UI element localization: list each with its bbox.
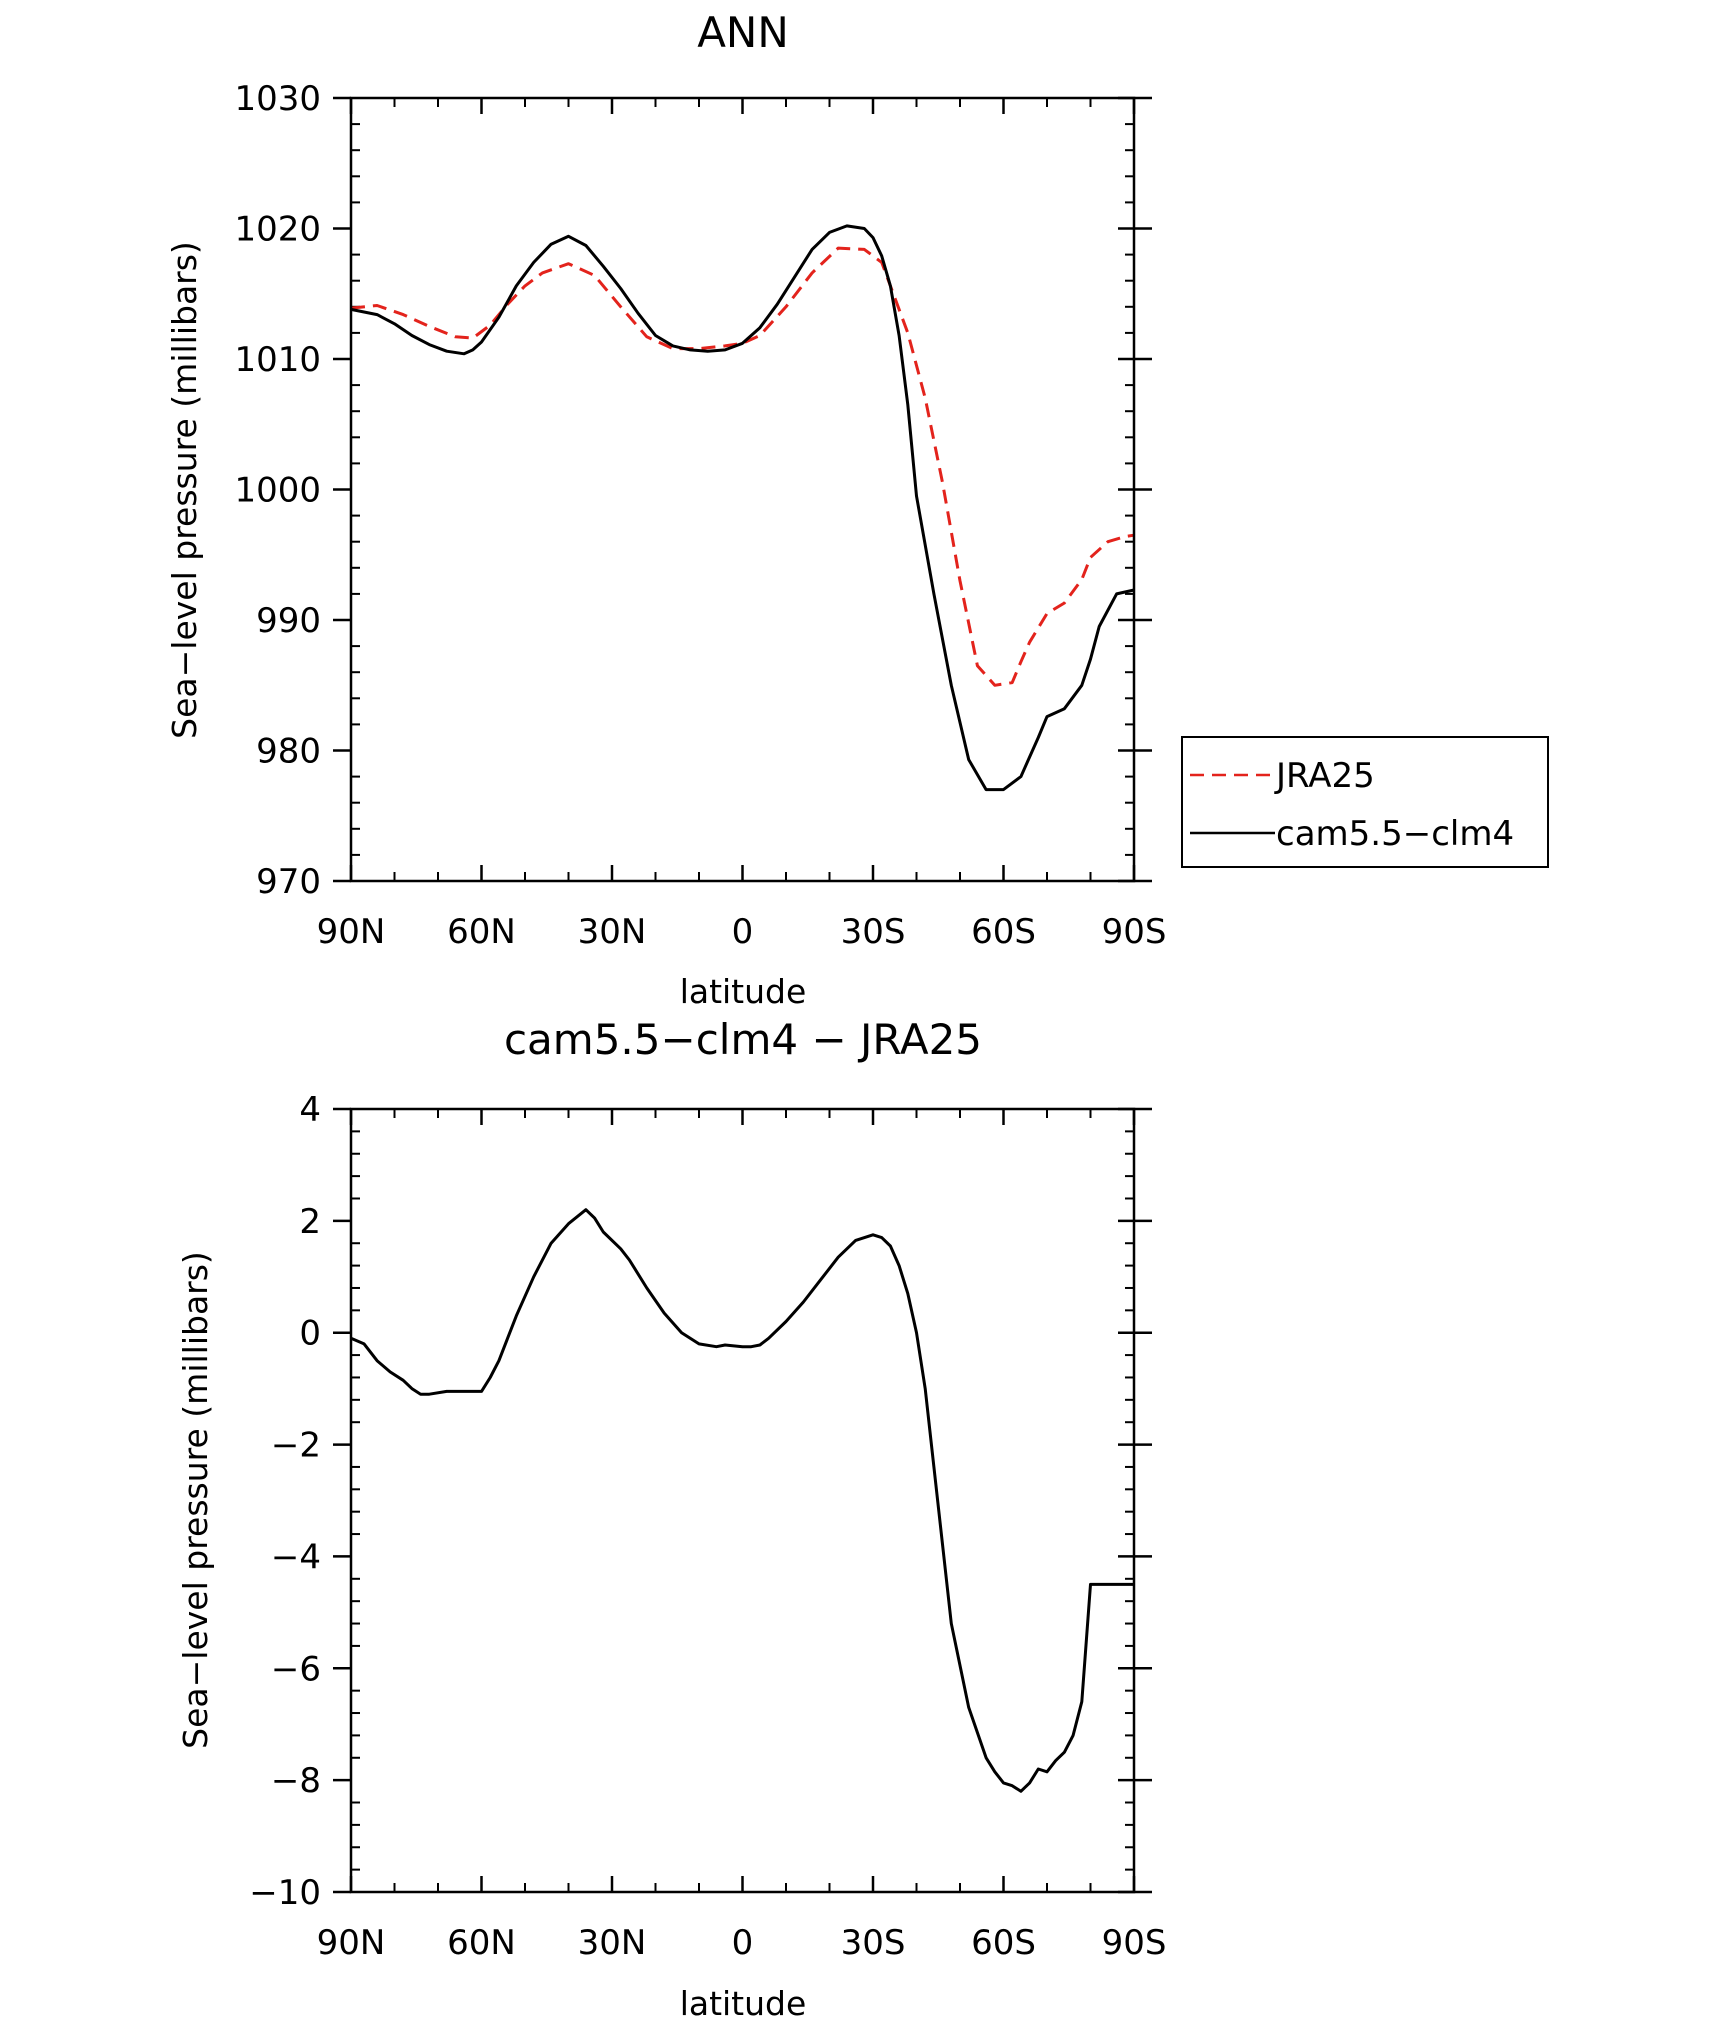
y-tick-label: −6 <box>271 1649 321 1689</box>
axes-ticks <box>333 96 1152 883</box>
x-axis-label: latitude <box>680 972 807 1011</box>
chart-title: cam5.5−clm4 − JRA25 <box>504 1015 982 1064</box>
y-tick-labels: 970 980 990 1000 1010 1020 1030 <box>234 79 321 902</box>
legend: JRA25 cam5.5−clm4 <box>1181 736 1549 868</box>
y-tick-label: 1030 <box>234 79 321 119</box>
top-chart: ANN 970 980 990 1000 1010 1020 1030 90N 60N 30N 0… <box>165 8 1549 1011</box>
y-tick-labels: −10 −8 −6 −4 −2 0 2 4 <box>249 1090 321 1913</box>
y-tick-label: 980 <box>256 732 321 772</box>
y-tick-label: −4 <box>271 1537 321 1577</box>
x-tick-label: 30N <box>578 912 647 952</box>
y-tick-label: −10 <box>249 1873 321 1913</box>
x-tick-label: 90N <box>317 912 386 952</box>
x-tick-label: 60S <box>971 912 1036 952</box>
y-tick-label: 1000 <box>234 471 321 511</box>
axes-ticks <box>333 1107 1152 1894</box>
x-tick-label: 0 <box>732 912 754 952</box>
y-axis-label: Sea−level pressure (millibars) <box>176 1251 215 1749</box>
y-tick-label: 2 <box>299 1202 321 1242</box>
y-tick-label: 0 <box>299 1314 321 1354</box>
chart-title: ANN <box>697 8 789 57</box>
series-line-cam5-5-clm4 <box>350 224 1135 792</box>
x-tick-label: 0 <box>732 1923 754 1963</box>
series-group <box>350 1208 1134 1793</box>
x-tick-label: 90N <box>317 1923 386 1963</box>
y-tick-label: 970 <box>256 862 321 902</box>
x-tick-label: 90S <box>1102 1923 1167 1963</box>
y-tick-label: 990 <box>256 601 321 641</box>
legend-label-jra25: JRA25 <box>1274 756 1375 796</box>
bottom-chart: cam5.5−clm4 − JRA25 −10 −8 −6 −4 −2 0 2 4 90N 60… <box>176 1015 1166 2021</box>
x-axis-label: latitude <box>680 1984 807 2021</box>
y-tick-label: 1020 <box>234 210 321 250</box>
x-tick-label: 30S <box>841 1923 906 1963</box>
y-axis-label: Sea−level pressure (millibars) <box>165 241 204 739</box>
series-group <box>350 224 1135 792</box>
legend-box <box>1181 736 1549 868</box>
x-tick-labels: 90N 60N 30N 0 30S 60S 90S <box>317 1923 1167 1963</box>
x-tick-labels: 90N 60N 30N 0 30S 60S 90S <box>317 912 1167 952</box>
x-tick-label: 90S <box>1102 912 1167 952</box>
series-line-jra25 <box>350 246 1135 687</box>
y-tick-label: −8 <box>271 1761 321 1801</box>
series-line-difference <box>350 1208 1134 1793</box>
x-tick-label: 60N <box>447 1923 516 1963</box>
plot-frame <box>349 1107 1136 1894</box>
x-tick-label: 30S <box>841 912 906 952</box>
y-tick-label: 1010 <box>234 340 321 380</box>
legend-label-cam: cam5.5−clm4 <box>1276 814 1514 854</box>
x-tick-label: 60N <box>447 912 516 952</box>
x-tick-label: 60S <box>971 1923 1036 1963</box>
plot-frame <box>349 96 1136 883</box>
y-tick-label: −2 <box>271 1426 321 1466</box>
x-tick-label: 30N <box>578 1923 647 1963</box>
y-tick-label: 4 <box>299 1090 321 1130</box>
